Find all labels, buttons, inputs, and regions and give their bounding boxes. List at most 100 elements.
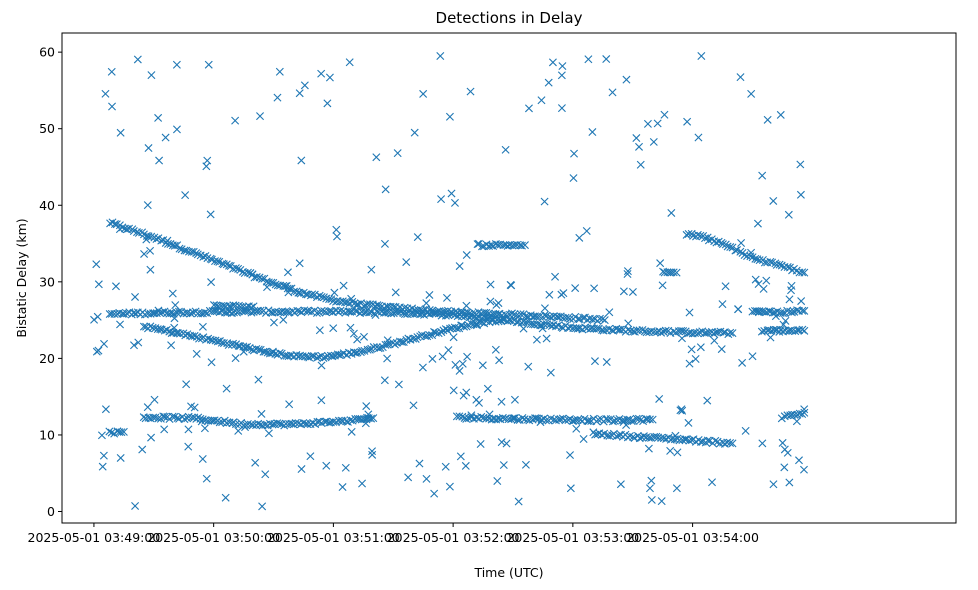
track-f-point: [610, 416, 619, 425]
clutter-point: [138, 445, 147, 454]
clutter-point: [273, 93, 282, 102]
clutter-point: [493, 477, 502, 485]
clutter-point: [441, 462, 450, 471]
clutter-point: [168, 289, 177, 298]
clutter-point: [566, 484, 575, 493]
track-e-point: [196, 414, 205, 423]
track-b-point: [705, 328, 714, 337]
track-a-point: [125, 224, 134, 233]
track-n-point: [236, 302, 245, 311]
track-c-point: [312, 353, 321, 362]
track-b-point: [719, 328, 728, 337]
clutter-point: [570, 149, 579, 158]
track-b-point: [174, 307, 183, 316]
clutter-point: [115, 225, 124, 234]
clutter-point: [341, 463, 350, 472]
track-c-point: [307, 351, 316, 360]
clutter-point: [787, 281, 796, 290]
clutter-point: [167, 341, 176, 350]
clutter-point: [275, 67, 284, 76]
clutter-point: [685, 308, 694, 317]
clutter-point: [796, 190, 805, 199]
clutter-point: [678, 406, 687, 415]
clutter-point: [147, 433, 156, 442]
track-b-point: [728, 329, 737, 338]
clutter-point: [100, 339, 109, 348]
track-b-point: [394, 307, 403, 316]
clutter-point: [391, 288, 400, 297]
track-e-point: [213, 416, 222, 425]
clutter-point: [684, 418, 693, 427]
track-a-point: [595, 314, 604, 323]
clutter-point: [510, 395, 519, 404]
clutter-point: [322, 461, 331, 470]
track-c-point: [229, 339, 238, 348]
clutter-point: [172, 60, 181, 69]
clutter-point: [540, 304, 549, 313]
clutter-point: [532, 335, 541, 344]
track-b-point: [446, 309, 455, 318]
clutter-point: [455, 366, 464, 375]
track-g-point: [657, 433, 666, 442]
clutter-point: [721, 282, 730, 291]
track-b-point: [115, 308, 124, 317]
track-j-point: [798, 306, 807, 315]
clutter-point: [776, 110, 785, 119]
track-a-point: [134, 228, 143, 237]
track-f-point: [603, 415, 612, 424]
track-m-point: [672, 268, 681, 277]
clutter-point: [347, 427, 356, 436]
track-e-point: [291, 419, 300, 427]
track-j-point: [800, 306, 809, 315]
clutter-point: [748, 352, 757, 361]
clutter-point: [751, 275, 760, 284]
clutter-point: [540, 197, 549, 206]
clutter-point: [544, 78, 553, 87]
track-g-point: [680, 435, 689, 444]
track-f-point: [583, 417, 592, 426]
clutter-point: [792, 417, 801, 426]
track-g-point: [711, 436, 720, 445]
track-c-point: [335, 350, 344, 359]
track-c-point: [319, 353, 328, 362]
clutter-point: [718, 300, 727, 309]
clutter-point: [101, 405, 110, 414]
clutter-point: [360, 332, 368, 341]
track-a-point: [170, 241, 179, 250]
clutter-point: [784, 210, 793, 219]
track-a-point: [574, 315, 583, 323]
track-b-point: [545, 321, 554, 330]
track-c-point: [353, 348, 362, 357]
track-a-point: [193, 250, 202, 259]
track-a-point: [566, 314, 574, 323]
clutter-point: [450, 198, 459, 207]
clutter-point: [428, 354, 437, 363]
clutter-point: [769, 480, 778, 489]
track-a-point: [516, 310, 525, 319]
track-a-point: [319, 293, 328, 302]
track-h-point: [517, 241, 526, 250]
clutter-point: [368, 447, 377, 456]
clutter-point: [647, 495, 656, 504]
clutter-point: [628, 287, 637, 296]
clutter-point: [588, 128, 597, 137]
track-e-point: [198, 415, 207, 424]
track-f-point: [645, 415, 654, 424]
clutter-point: [317, 396, 326, 405]
track-b-point: [624, 325, 633, 334]
clutter-point: [575, 233, 584, 242]
clutter-point: [284, 288, 293, 297]
clutter-point: [362, 402, 371, 411]
clutter-point: [339, 281, 348, 290]
clutter-point: [683, 117, 692, 126]
clutter-point: [557, 71, 566, 80]
track-c-point: [204, 334, 213, 343]
chart-title: Detections in Delay: [436, 9, 583, 27]
clutter-point: [279, 315, 288, 324]
y-axis: 0 10 20 30 40 50 60: [39, 45, 62, 519]
track-e-point: [187, 413, 196, 422]
track-b-point: [642, 328, 651, 337]
track-e-point: [275, 419, 284, 428]
track-f-point: [584, 416, 593, 425]
